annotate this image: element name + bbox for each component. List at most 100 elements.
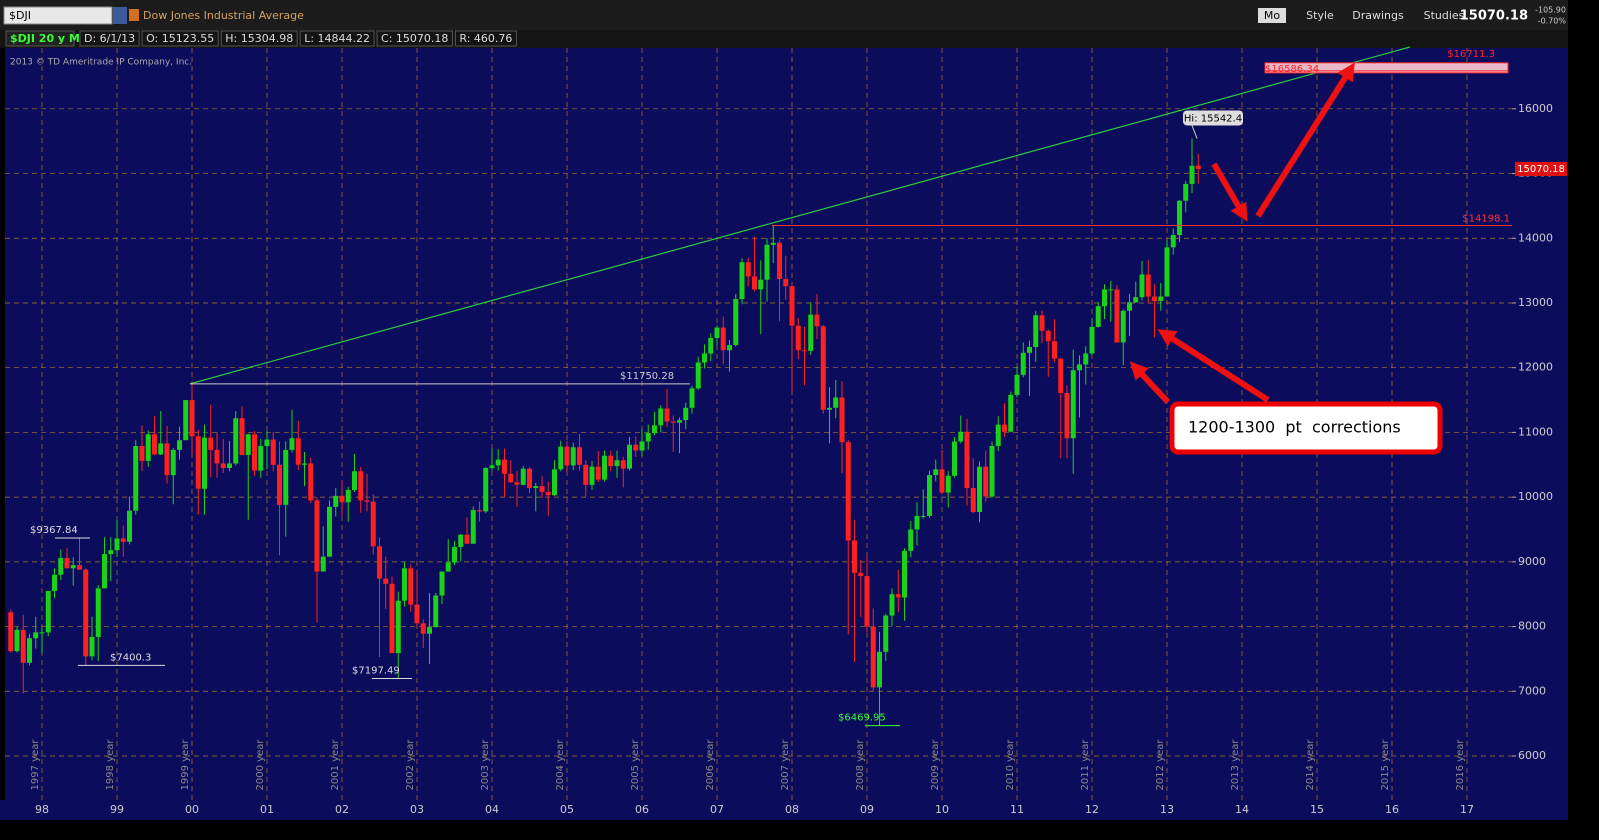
candle-body	[295, 438, 301, 465]
candle-body	[395, 600, 401, 654]
candle-body	[1077, 364, 1082, 371]
title-box	[5, 30, 75, 47]
period-label: 2008 year	[855, 739, 866, 791]
candle-body	[708, 337, 714, 354]
candle-body	[152, 434, 157, 455]
candle-body	[327, 506, 332, 557]
candle-body	[1089, 326, 1095, 354]
candle-body	[1120, 310, 1126, 343]
candle-body	[558, 446, 564, 470]
candle-body	[470, 510, 476, 544]
candle-body	[489, 465, 495, 469]
toolbar	[0, 0, 1568, 30]
candle-body	[220, 463, 226, 469]
candle-body	[1020, 352, 1026, 375]
candle-body	[1083, 353, 1089, 365]
candle-body	[202, 437, 207, 489]
symbol[interactable]: $DJI	[9, 9, 31, 22]
symbol-dropdown[interactable]	[113, 7, 127, 24]
candle-body	[333, 495, 339, 507]
y-tick-label: 7000	[1518, 684, 1546, 697]
candle-body	[902, 550, 907, 598]
info-box	[220, 30, 298, 47]
candle-body	[877, 651, 882, 688]
candle-body	[1027, 346, 1032, 353]
candle-body	[958, 431, 964, 442]
candle-body	[464, 534, 470, 544]
candle-body	[952, 441, 957, 476]
button[interactable]: Drawings	[1352, 9, 1404, 22]
button-box[interactable]	[1258, 8, 1286, 23]
candle-body	[208, 437, 214, 450]
candle-body	[1170, 235, 1176, 248]
candle-body	[58, 557, 64, 575]
period-label: 2001 year	[330, 739, 341, 791]
candle-body	[389, 583, 395, 654]
button[interactable]: Style	[1306, 9, 1334, 22]
candle-body	[595, 466, 601, 480]
candle-body	[783, 279, 789, 287]
candle-body	[170, 449, 176, 476]
candle-body	[1164, 247, 1170, 297]
candle-body	[839, 397, 845, 443]
arrow	[1255, 62, 1355, 218]
candle-body	[620, 460, 626, 469]
candle-body	[408, 568, 414, 605]
candle-body	[339, 495, 345, 503]
info-box	[299, 30, 375, 47]
candle-body	[945, 475, 951, 493]
annotation-label: $14198.1	[1462, 213, 1510, 224]
candle-body	[164, 443, 170, 476]
y-tick-label: 6000	[1518, 749, 1546, 762]
candle-body	[133, 446, 139, 511]
candle-body	[1070, 370, 1076, 439]
candle-body	[383, 578, 389, 584]
candle-body	[1133, 297, 1139, 303]
candle-body	[127, 510, 132, 542]
candle-body	[39, 632, 45, 634]
change-pct: -0.70%	[1538, 17, 1567, 26]
candle-body	[533, 486, 539, 489]
candle-body	[683, 407, 689, 421]
callout-group: 1200-1300 pt corrections	[1129, 62, 1443, 455]
candle-body	[64, 557, 70, 569]
candle-body	[264, 439, 270, 447]
period-label: 2000 year	[255, 739, 266, 791]
candle-body	[258, 446, 264, 471]
arrow	[1129, 361, 1171, 405]
candle-body	[33, 632, 39, 639]
target-box	[1264, 62, 1509, 74]
period-label: 2016 year	[1455, 739, 1466, 791]
candle-body	[695, 362, 701, 389]
candle-body	[77, 565, 82, 570]
candle-body	[120, 538, 126, 542]
watermark: 2013 © TD Ameritrade IP Company, Inc.	[10, 58, 192, 68]
x-tick-label: 16	[1385, 803, 1399, 816]
info-item: R: 460.76	[459, 32, 512, 45]
candle-body	[895, 594, 901, 598]
button[interactable]: Studies	[1424, 9, 1465, 22]
hi-bubble	[1183, 110, 1243, 126]
candle-body	[908, 529, 914, 551]
info-box	[376, 30, 453, 47]
candle-body	[445, 562, 451, 572]
symbol-box[interactable]	[3, 6, 113, 25]
period-label: 2014 year	[1305, 739, 1316, 791]
candle-body	[302, 463, 307, 465]
candle-body	[320, 556, 326, 572]
info-bar	[0, 30, 1568, 48]
annotation-label: Hi: 15542.4	[1184, 113, 1242, 124]
candle-body	[658, 408, 664, 426]
candle-body	[495, 459, 501, 466]
button[interactable]: Mo	[1264, 9, 1280, 22]
candle-body	[520, 468, 526, 485]
candle-body	[227, 463, 232, 469]
link-icon[interactable]	[129, 9, 139, 21]
x-tick-label: 00	[185, 803, 199, 816]
arrow	[1157, 329, 1270, 403]
candle-body	[402, 568, 407, 601]
candle-body	[1177, 200, 1182, 236]
candle-body	[477, 510, 482, 512]
candle-body	[977, 466, 982, 513]
price-tag	[1515, 162, 1567, 177]
